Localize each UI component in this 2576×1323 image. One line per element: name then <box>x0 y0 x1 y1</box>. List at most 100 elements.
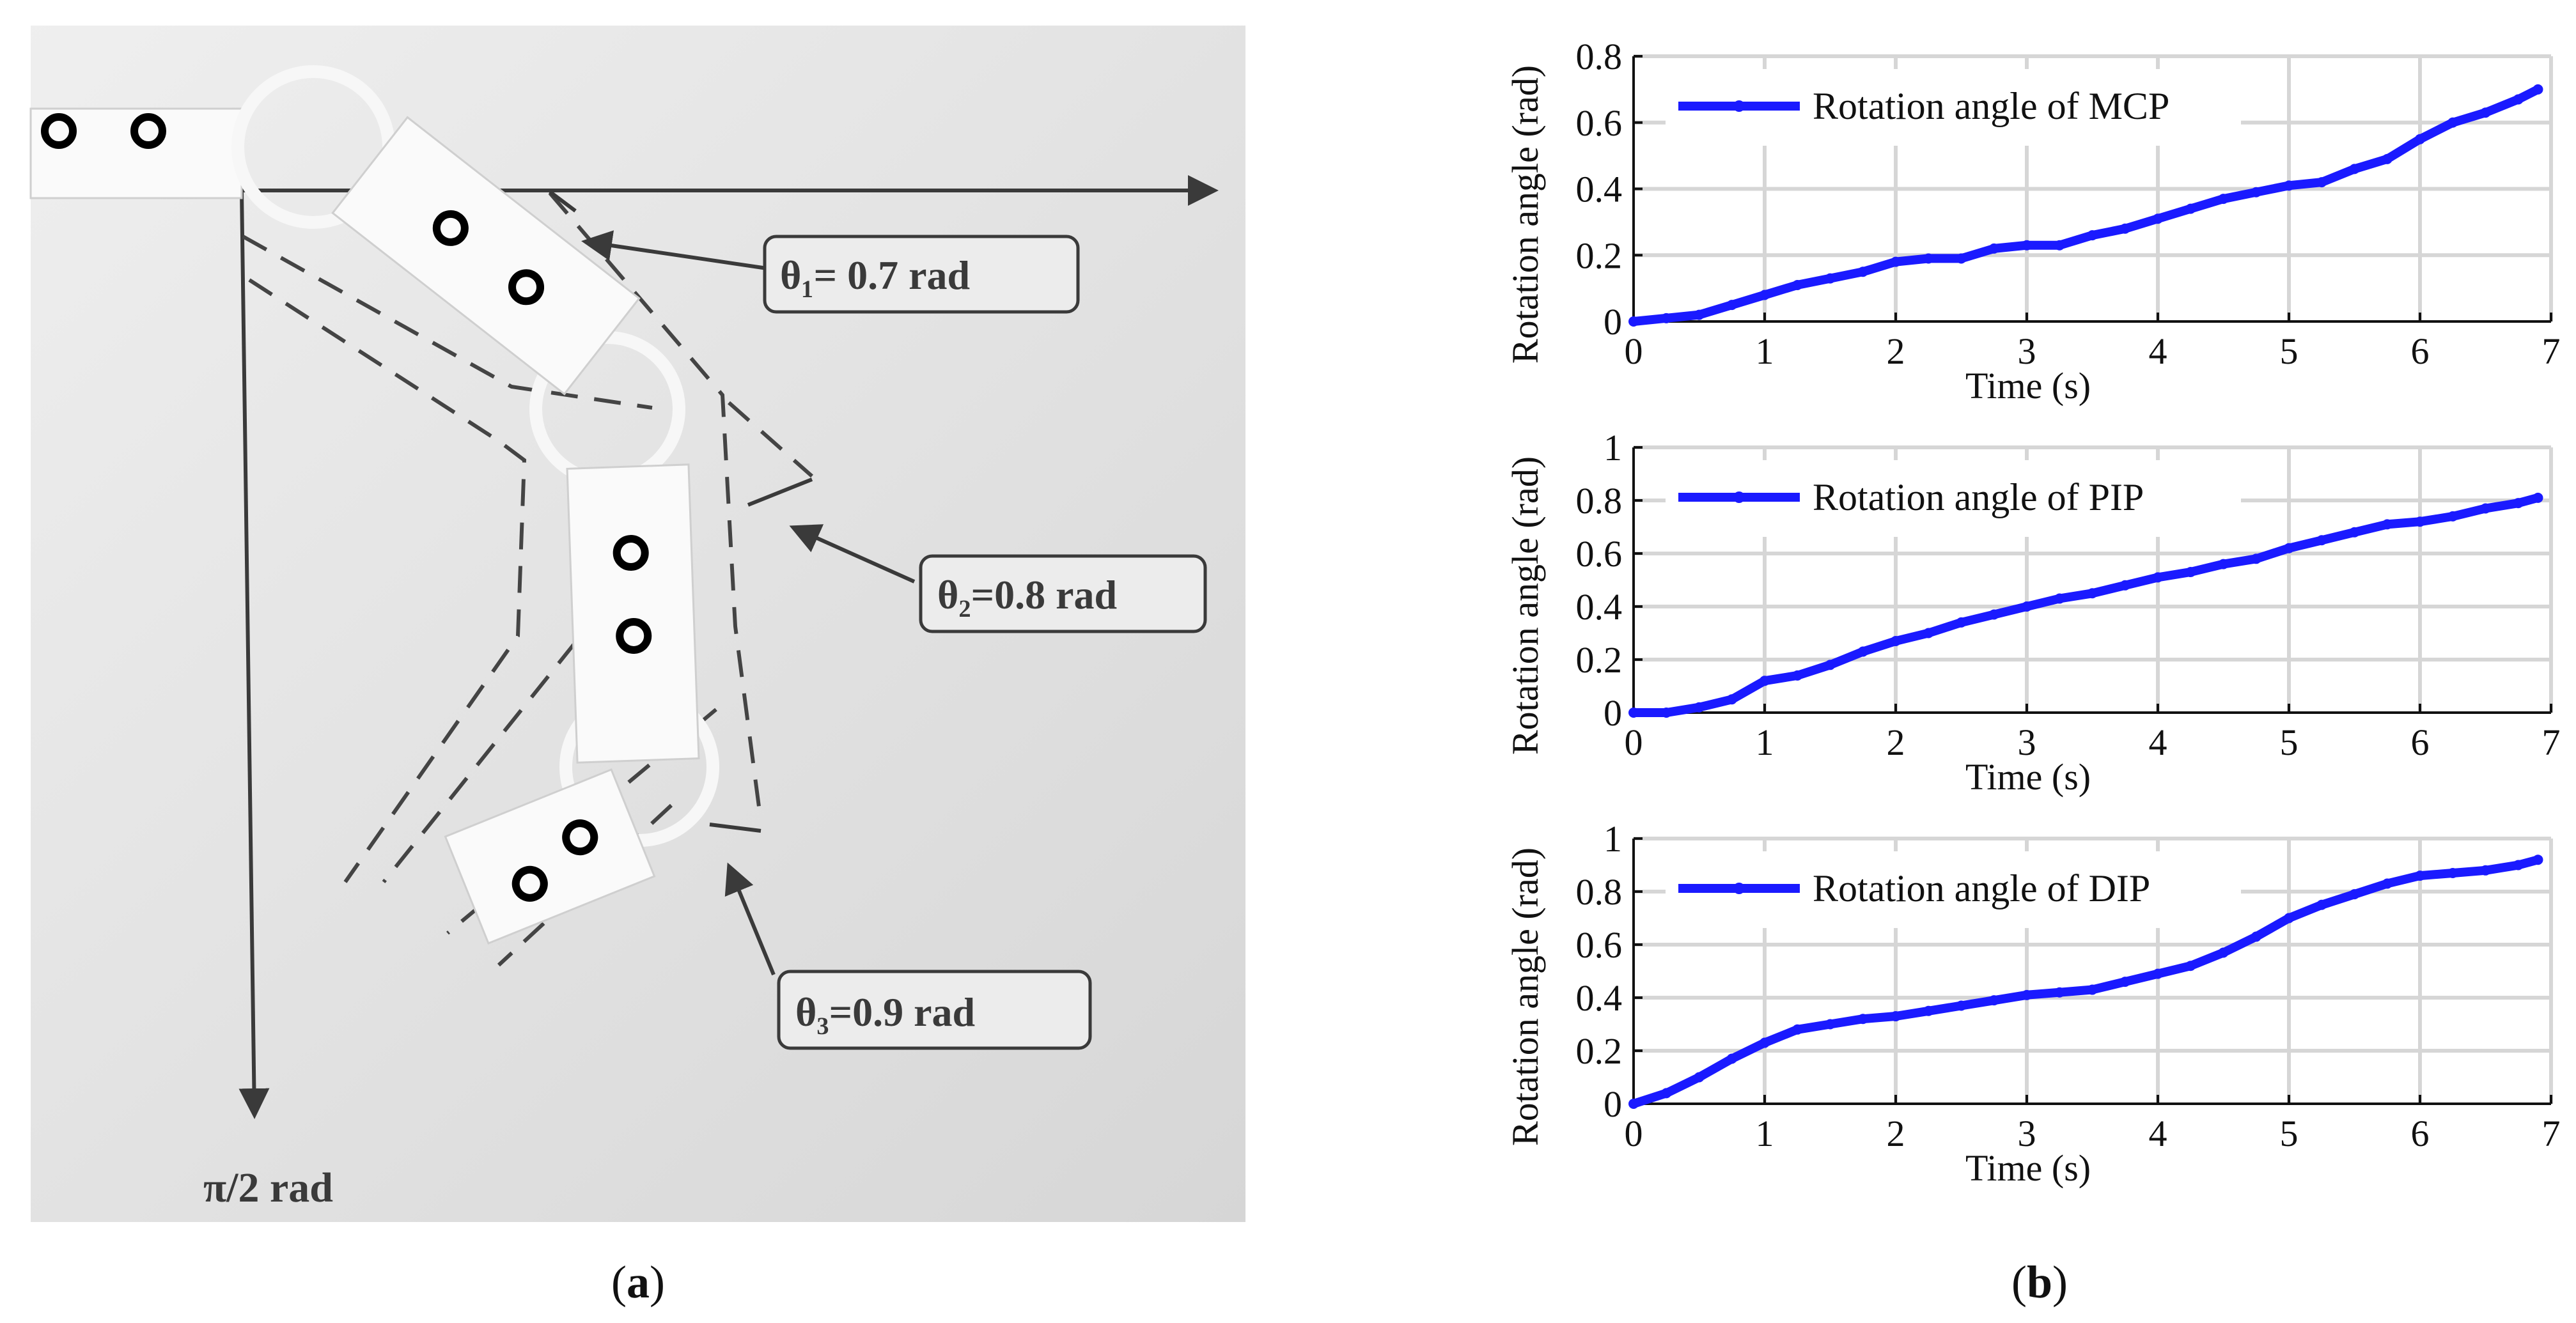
theta3-callout-box <box>777 970 1092 1050</box>
proximal-segment <box>331 116 641 396</box>
marker-dot <box>41 113 77 149</box>
pip-data-point <box>2513 498 2524 509</box>
theta2-angle-mark <box>747 477 813 507</box>
pip-x-tick-label: 1 <box>1756 722 1774 763</box>
pip-data-point <box>2251 553 2261 564</box>
marker-dot <box>562 819 598 856</box>
dip-x-tick-label: 5 <box>2280 1113 2299 1154</box>
marker-dot <box>508 269 545 306</box>
pip-data-point <box>1628 708 1639 718</box>
pip-y-tick-label: 0 <box>1604 692 1622 734</box>
pip-data-point <box>1956 617 1967 628</box>
mcp-x-axis-title: Time (s) <box>1965 365 2091 406</box>
pip-data-point <box>1923 628 1934 638</box>
mcp-data-point <box>1628 316 1639 327</box>
theta3-angle-mark <box>709 823 761 833</box>
vertical-axis-arrow <box>238 190 270 1119</box>
dip-data-point <box>2022 989 2032 1000</box>
mcp-data-point <box>2022 240 2032 251</box>
mcp-data-point <box>2284 180 2294 191</box>
theta3-label: θ₃=0.9 rad <box>795 989 975 1035</box>
mcp-x-tick-label: 2 <box>1887 330 1905 372</box>
dip-x-tick-label: 2 <box>1887 1113 1905 1154</box>
theta2-pointer-arrow <box>789 524 916 584</box>
mcp-y-tick-label: 0.4 <box>1576 169 1623 210</box>
distal-segment <box>444 768 656 945</box>
pip-data-point <box>1988 609 1999 620</box>
dip-y-tick-label: 0.6 <box>1576 924 1623 966</box>
dip-y-tick-label: 0.2 <box>1576 1030 1623 1072</box>
pip-data-point <box>2022 601 2032 612</box>
mcp-legend-marker <box>1733 100 1745 112</box>
mcp-y-tick-label: 0.8 <box>1576 36 1623 77</box>
pip-legend-marker <box>1733 491 1745 503</box>
dip-x-tick-label: 1 <box>1756 1113 1774 1154</box>
dip-data-point <box>2513 860 2524 870</box>
dip-data-point <box>2349 889 2360 900</box>
dip-data-point <box>2316 899 2327 910</box>
mcp-data-point <box>2382 153 2393 164</box>
mcp-data-point <box>1661 313 1672 323</box>
pip-data-point <box>2218 559 2229 569</box>
mcp-data-point <box>1956 253 1967 264</box>
mcp-x-tick-label: 6 <box>2411 330 2430 372</box>
panel-a-photo: θ₁= 0.7 rad θ₂=0.8 rad θ₃=0.9 rad π/2 ra… <box>29 26 1245 1222</box>
dip-data-point <box>2415 870 2425 881</box>
mcp-y-tick-label: 0.6 <box>1576 102 1623 144</box>
mcp-data-point <box>1923 253 1934 264</box>
dip-data-point <box>1792 1024 1803 1035</box>
mcp-x-tick-label: 3 <box>2018 330 2036 372</box>
dip-data-point <box>1628 1099 1639 1109</box>
mcp-data-point <box>2533 84 2543 95</box>
mcp-data-point <box>2316 177 2327 188</box>
pip-data-point <box>1760 676 1770 686</box>
mcp-y-axis-title: Rotation angle (rad) <box>1504 65 1546 364</box>
dip-y-tick-label: 0 <box>1604 1083 1622 1125</box>
pip-y-tick-label: 0.6 <box>1576 533 1623 575</box>
dip-data-point <box>1661 1088 1672 1099</box>
dip-data-point <box>2054 987 2065 998</box>
dip-x-tick-label: 0 <box>1625 1113 1643 1154</box>
dip-y-tick-label: 1 <box>1604 818 1622 860</box>
pip-legend-label: Rotation angle of PIP <box>1813 476 2144 518</box>
axis-end-label: π/2 rad <box>203 1164 333 1211</box>
pip-data-point <box>2054 593 2065 604</box>
dip-data-point <box>2480 865 2491 876</box>
pip-data-point <box>2533 492 2543 503</box>
dip-x-axis-title: Time (s) <box>1965 1147 2091 1189</box>
pip-y-tick-label: 0.8 <box>1576 480 1623 522</box>
pip-data-point <box>1661 708 1672 718</box>
dip-x-tick-label: 3 <box>2018 1113 2036 1154</box>
pip-y-tick-label: 0.2 <box>1576 639 1623 681</box>
dip-data-point <box>2447 867 2458 878</box>
dip-y-tick-label: 0.8 <box>1576 871 1623 913</box>
pip-data-point <box>1891 635 1901 646</box>
theta1-angle-mark <box>549 190 577 213</box>
mcp-data-point <box>1891 256 1901 267</box>
mcp-chart: 0 1 2 3 4 5 6 7 0 0.2 0.4 0.6 0.8 Time (s) Rotation an… <box>1504 36 2561 406</box>
theta1-callout-box <box>763 235 1080 314</box>
mcp-y-tick-label: 0 <box>1604 301 1622 343</box>
theta2-callout-box <box>919 554 1207 633</box>
mcp-data-point <box>2119 223 2130 234</box>
dip-legend-marker <box>1733 883 1745 894</box>
middle-segment <box>566 463 700 764</box>
pip-data-point <box>1726 694 1737 705</box>
mcp-data-point <box>2087 230 2098 241</box>
pip-x-tick-label: 4 <box>2149 722 2167 763</box>
mcp-data-point <box>2349 164 2360 174</box>
mcp-data-point <box>2447 117 2458 128</box>
mcp-data-point <box>2153 213 2163 224</box>
mcp-data-point <box>1792 279 1803 290</box>
pip-y-tick-label: 0.4 <box>1576 586 1623 628</box>
pip-data-point <box>2284 543 2294 553</box>
mcp-data-point <box>2054 240 2065 251</box>
dip-data-point <box>2533 855 2543 865</box>
panel-b-label: (b) <box>2011 1257 2068 1308</box>
mcp-legend-label: Rotation angle of MCP <box>1813 85 2169 127</box>
pip-data-point <box>1694 702 1705 713</box>
pip-data-point <box>2382 519 2393 530</box>
